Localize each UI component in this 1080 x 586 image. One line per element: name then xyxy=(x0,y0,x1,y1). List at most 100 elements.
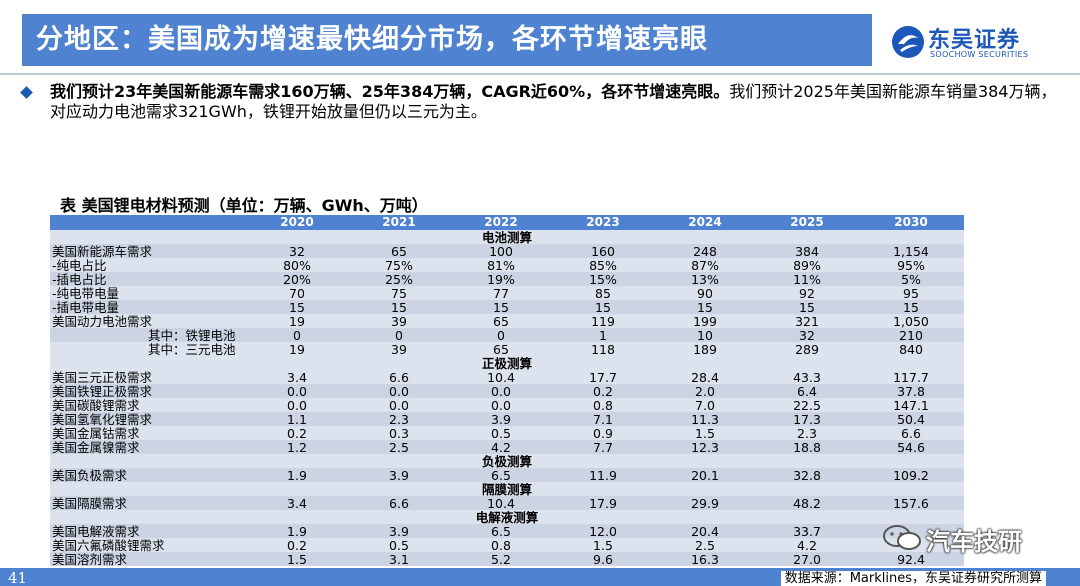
value-cell: 2.0 xyxy=(654,384,756,398)
value-cell: 15 xyxy=(348,300,450,314)
section-row: 电解液测算 xyxy=(50,510,964,524)
value-cell: 0.2 xyxy=(246,426,348,440)
value-cell: 32.8 xyxy=(756,468,858,482)
value-cell: 27.0 xyxy=(756,552,858,566)
value-cell: 90 xyxy=(654,286,756,300)
value-cell: 33.7 xyxy=(756,524,858,538)
row-label: 美国溶剂需求 xyxy=(50,552,246,566)
value-cell: 1.5 xyxy=(654,426,756,440)
forecast-table: 2020 2021 2022 2023 2024 2025 2030 电池测算美… xyxy=(50,215,964,566)
value-cell: 6.6 xyxy=(348,496,450,510)
value-cell: 0.2 xyxy=(552,384,654,398)
diamond-bullet-icon xyxy=(20,86,33,99)
row-label: 美国金属镍需求 xyxy=(50,440,246,454)
wechat-watermark: 汽车技研 xyxy=(882,522,1052,556)
header-divider xyxy=(0,73,1080,75)
value-cell: 0.0 xyxy=(348,384,450,398)
table-row: -插电带电量 15 15 15 15 15 15 15 xyxy=(50,300,964,314)
value-cell: 15 xyxy=(858,300,964,314)
value-cell: 7.0 xyxy=(654,398,756,412)
page-number: 41 xyxy=(8,569,28,586)
page-title: 分地区：美国成为增速最快细分市场，各环节增速亮眼 xyxy=(22,14,872,66)
value-cell: 0.0 xyxy=(348,398,450,412)
value-cell: 6.4 xyxy=(756,384,858,398)
value-cell: 0 xyxy=(450,328,552,342)
data-source: 数据来源：Marklines，东吴证券研究所测算 xyxy=(780,571,1046,586)
value-cell: 20% xyxy=(246,272,348,286)
value-cell: 289 xyxy=(756,342,858,356)
value-cell: 29.9 xyxy=(654,496,756,510)
value-cell: 10 xyxy=(654,328,756,342)
table-row: 其中：三元电池 19 39 65 118 189 289 840 xyxy=(50,342,964,356)
value-cell: 0.0 xyxy=(450,384,552,398)
value-cell: 75 xyxy=(348,286,450,300)
table-header-row: 2020 2021 2022 2023 2024 2025 2030 xyxy=(50,215,964,230)
value-cell: 77 xyxy=(450,286,552,300)
row-label: 美国负极需求 xyxy=(50,468,246,482)
value-cell: 11.3 xyxy=(654,412,756,426)
row-label: 其中：三元电池 xyxy=(50,342,246,356)
table-row: 美国三元正极需求 3.4 6.6 10.4 17.7 28.4 43.3 117.7 xyxy=(50,370,964,384)
value-cell: 117.7 xyxy=(858,370,964,384)
value-cell: 4.2 xyxy=(756,538,858,552)
value-cell: 1.9 xyxy=(246,468,348,482)
value-cell: 85 xyxy=(552,286,654,300)
value-cell: 2.3 xyxy=(756,426,858,440)
value-cell: 100 xyxy=(450,244,552,258)
row-label: 其中：铁锂电池 xyxy=(50,328,246,342)
value-cell: 6.6 xyxy=(858,426,964,440)
value-cell: 19% xyxy=(450,272,552,286)
value-cell: 15 xyxy=(552,300,654,314)
value-cell: 2.3 xyxy=(348,412,450,426)
row-label: -插电占比 xyxy=(50,272,246,286)
value-cell: 160 xyxy=(552,244,654,258)
value-cell: 22.5 xyxy=(756,398,858,412)
value-cell: 65 xyxy=(450,342,552,356)
value-cell: 119 xyxy=(552,314,654,328)
value-cell: 6.5 xyxy=(450,524,552,538)
value-cell: 15% xyxy=(552,272,654,286)
table-row: 美国铁锂正极需求 0.0 0.0 0.0 0.2 2.0 6.4 37.8 xyxy=(50,384,964,398)
row-label: 美国碳酸锂需求 xyxy=(50,398,246,412)
value-cell: 17.3 xyxy=(756,412,858,426)
value-cell: 43.3 xyxy=(756,370,858,384)
value-cell: 1.2 xyxy=(246,440,348,454)
value-cell: 2.5 xyxy=(654,538,756,552)
value-cell: 7.1 xyxy=(552,412,654,426)
table-title: 表 美国锂电材料预测（单位：万辆、GWh、万吨） xyxy=(60,196,428,215)
value-cell: 75% xyxy=(348,258,450,272)
section-title: 隔膜测算 xyxy=(50,482,964,496)
value-cell: 92 xyxy=(756,286,858,300)
value-cell: 3.9 xyxy=(450,412,552,426)
table-row: 美国隔膜需求 3.4 6.6 10.4 17.9 29.9 48.2 157.6 xyxy=(50,496,964,510)
table-row: -纯电带电量 70 75 77 85 90 92 95 xyxy=(50,286,964,300)
value-cell: 70 xyxy=(246,286,348,300)
header-year: 2030 xyxy=(858,215,964,230)
soochow-logo-icon xyxy=(892,26,924,58)
value-cell: 9.6 xyxy=(552,552,654,566)
value-cell: 147.1 xyxy=(858,398,964,412)
value-cell: 7.7 xyxy=(552,440,654,454)
value-cell: 15 xyxy=(756,300,858,314)
value-cell: 4.2 xyxy=(450,440,552,454)
value-cell: 321 xyxy=(756,314,858,328)
table-row: 美国负极需求 1.9 3.9 6.5 11.9 20.1 32.8 109.2 xyxy=(50,468,964,482)
section-row: 正极测算 xyxy=(50,356,964,370)
value-cell: 157.6 xyxy=(858,496,964,510)
value-cell: 12.0 xyxy=(552,524,654,538)
table-row: 美国动力电池需求 19 39 65 119 199 321 1,050 xyxy=(50,314,964,328)
row-label: 美国隔膜需求 xyxy=(50,496,246,510)
value-cell: 1,050 xyxy=(858,314,964,328)
value-cell: 19 xyxy=(246,342,348,356)
wechat-icon xyxy=(883,525,921,550)
table-row: -插电占比 20% 25% 19% 15% 13% 11% 5% xyxy=(50,272,964,286)
value-cell: 0.8 xyxy=(552,398,654,412)
value-cell: 248 xyxy=(654,244,756,258)
value-cell: 0.0 xyxy=(246,384,348,398)
row-label: -插电带电量 xyxy=(50,300,246,314)
value-cell: 16.3 xyxy=(654,552,756,566)
watermark-text: 汽车技研 xyxy=(926,528,1022,556)
value-cell: 80% xyxy=(246,258,348,272)
value-cell: 0.9 xyxy=(552,426,654,440)
value-cell: 32 xyxy=(756,328,858,342)
